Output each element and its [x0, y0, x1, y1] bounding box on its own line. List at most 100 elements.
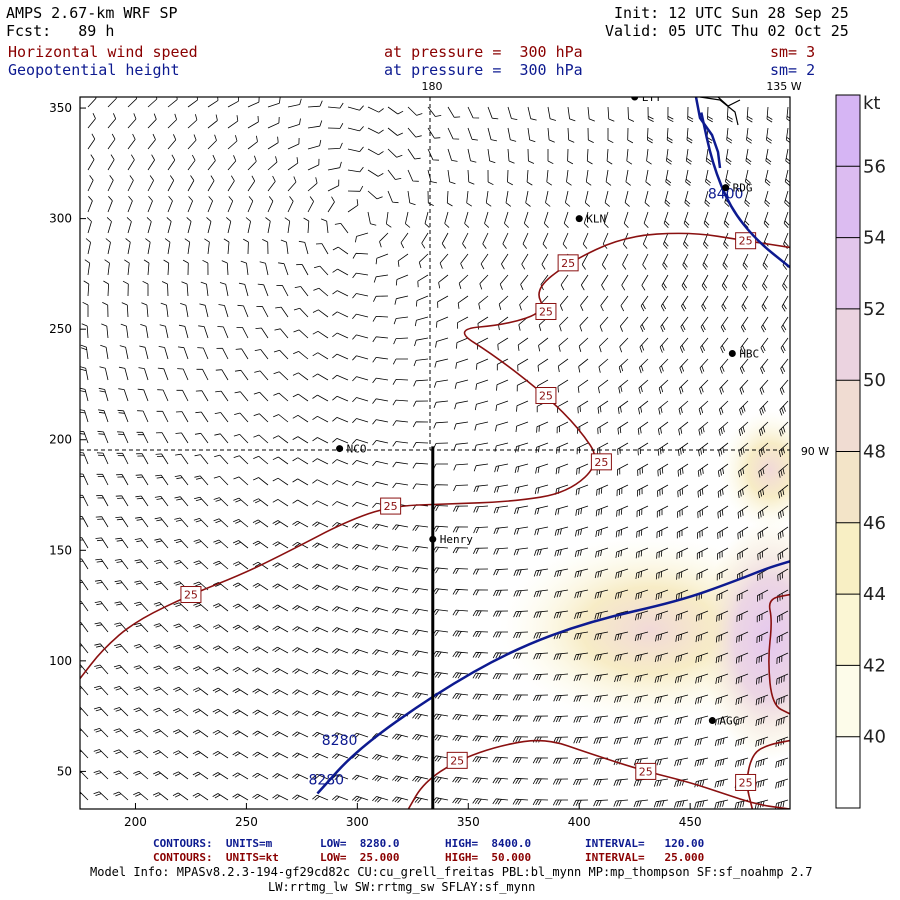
wind-barb: [93, 770, 109, 780]
wind-barb: [153, 686, 169, 696]
svg-text:25: 25: [594, 456, 608, 469]
wind-barb: [292, 752, 309, 759]
wind-barb: [719, 358, 729, 374]
wind-barb: [355, 232, 369, 243]
wind-barb: [677, 484, 689, 498]
wind-barb: [513, 526, 529, 535]
wind-barb: [492, 652, 509, 659]
wind-barb: [259, 261, 269, 276]
wind-barb: [140, 324, 149, 339]
wind-barb: [462, 232, 469, 249]
svg-text:25: 25: [450, 754, 464, 767]
wind-barb: [677, 463, 689, 477]
wind-barb: [194, 475, 209, 486]
wind-barb: [194, 432, 209, 444]
wind-barb: [657, 463, 669, 477]
wind-barb: [312, 584, 329, 591]
wind-barb: [700, 316, 709, 333]
y-tick-label: 50: [57, 764, 72, 778]
wind-barb: [666, 148, 672, 165]
x-tick-label: 400: [568, 815, 591, 829]
wind-barb: [133, 644, 149, 654]
wind-barb: [372, 691, 389, 697]
wind-barb: [777, 568, 789, 582]
wind-barb: [605, 169, 612, 186]
wind-barb: [716, 589, 729, 602]
wind-barb: [593, 715, 609, 724]
wind-barb: [579, 316, 589, 332]
wind-barb: [472, 735, 489, 742]
wind-barb: [717, 505, 729, 519]
meridian-90w-label: 90 W: [801, 445, 829, 458]
wind-barb: [192, 771, 209, 780]
wind-barb: [676, 526, 689, 539]
wind-barb: [212, 645, 229, 654]
wind-barb: [682, 253, 689, 270]
wind-barb: [756, 673, 769, 685]
wind-barb: [173, 708, 189, 717]
wind-barb: [625, 169, 631, 186]
wind-barb: [307, 196, 314, 213]
wind-barb: [352, 293, 369, 299]
wind-barb: [125, 238, 131, 255]
wind-barb: [115, 537, 129, 549]
wind-barb: [659, 358, 669, 374]
wind-barb: [392, 775, 409, 782]
wind-barb: [332, 246, 349, 255]
wind-barb: [334, 223, 349, 234]
wind-barb: [614, 631, 629, 641]
wind-barb: [392, 545, 409, 552]
wind-barb: [758, 463, 769, 478]
wind-barb: [312, 373, 329, 381]
wind-barb: [118, 388, 129, 402]
wind-barb: [292, 393, 309, 402]
wind-barb: [634, 631, 649, 642]
wind-barb: [180, 303, 189, 318]
wind-barb: [392, 691, 409, 698]
field2-smoothing: sm= 2: [770, 61, 816, 79]
wind-barb: [98, 387, 109, 402]
wind-barb: [292, 710, 309, 717]
wind-barb: [293, 351, 309, 360]
wind-barb: [136, 453, 149, 465]
wind-barb: [705, 169, 711, 186]
wind-barb: [575, 505, 589, 516]
wind-barb: [738, 421, 749, 437]
wind-barb: [514, 505, 529, 515]
wind-barb: [654, 757, 669, 766]
wind-barb: [372, 316, 389, 322]
wind-barb: [492, 694, 509, 701]
wind-barb: [352, 522, 369, 529]
wind-barb: [595, 526, 609, 537]
wind-barb: [232, 793, 249, 801]
wind-barb: [779, 379, 789, 395]
wind-barb: [392, 712, 409, 720]
wind-barb: [447, 148, 458, 162]
y-tick-label: 150: [49, 543, 72, 557]
wind-barb: [479, 274, 489, 290]
wind-barb: [780, 358, 789, 375]
wind-barb: [287, 157, 299, 171]
wind-barb: [352, 460, 369, 465]
wind-barb: [332, 268, 349, 276]
wind-barb: [127, 97, 137, 108]
wind-barb: [674, 673, 689, 684]
wind-barb: [193, 645, 209, 654]
wind-barb: [113, 664, 129, 675]
wind-barb: [312, 794, 329, 801]
wind-barb: [102, 302, 109, 318]
svg-text:25: 25: [561, 257, 575, 270]
wind-barb: [781, 316, 789, 333]
wind-barb: [643, 211, 649, 228]
wind-barb: [232, 603, 249, 612]
wind-barb: [661, 274, 669, 291]
wind-barb: [213, 518, 229, 528]
wind-barb: [519, 295, 529, 311]
wind-barb: [95, 537, 109, 549]
wind-barb: [618, 379, 629, 394]
wind-barb: [507, 148, 515, 164]
wind-contour-line: [407, 739, 790, 809]
wind-barb: [553, 610, 569, 619]
wind-barb: [635, 568, 649, 580]
wind-barb: [662, 253, 669, 270]
